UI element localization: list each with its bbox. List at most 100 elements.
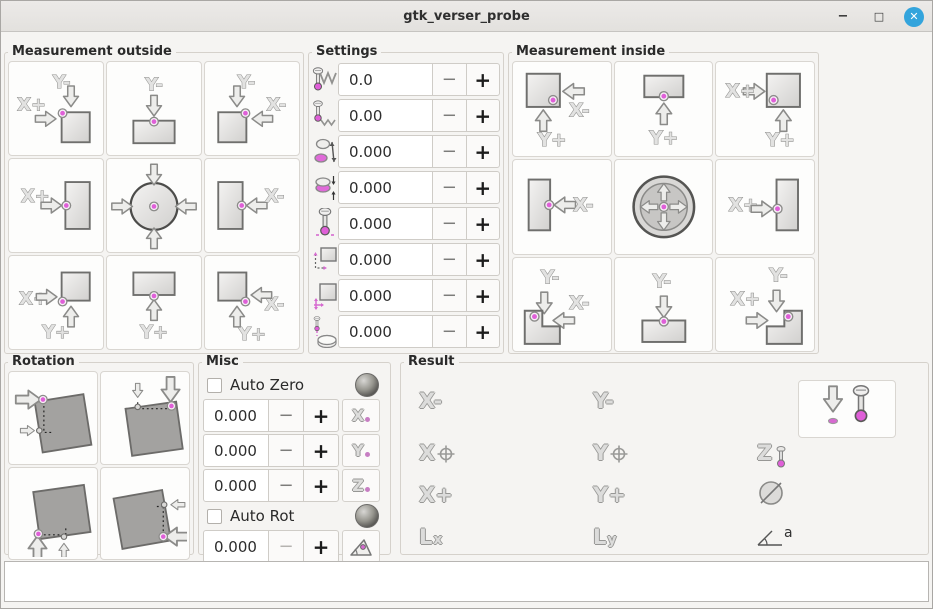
- inside-corner-xminus-yplus-button[interactable]: X- Y+: [512, 61, 612, 157]
- search-feed-minus-button[interactable]: −: [432, 63, 467, 96]
- inside-edge-xplus-button[interactable]: X+: [715, 158, 815, 255]
- outside-edge-yplus-button[interactable]: Y+: [106, 255, 202, 350]
- zero-x-minus-button[interactable]: −: [268, 399, 304, 432]
- zero-x-plus-button[interactable]: +: [303, 399, 339, 432]
- inside-edge-yplus-button[interactable]: Y+: [613, 61, 714, 157]
- settings-row-edge-length: − +: [312, 279, 500, 312]
- misc-frame: Misc Auto Zero − + X − + Y: [198, 354, 391, 563]
- result-frame: Result X- Y- X Y Z X+ Y+: [400, 354, 929, 555]
- outside-edge-xminus-button[interactable]: X-: [204, 158, 300, 253]
- probe-travel-icon: [314, 138, 337, 163]
- zero-y-plus-button[interactable]: +: [303, 434, 339, 467]
- rotation-bottom-edge-icon: [27, 483, 92, 558]
- outside-edge-yminus-button[interactable]: Y-: [106, 61, 202, 156]
- outside-corner-xminus-yminus-button[interactable]: Y- X-: [204, 61, 300, 156]
- search-feed-entry[interactable]: [338, 63, 433, 96]
- minimize-button[interactable]: −: [837, 9, 849, 24]
- rotation-left-edge-button[interactable]: [8, 371, 98, 465]
- probe-diameter-entry[interactable]: [338, 207, 433, 240]
- search-feed-plus-button[interactable]: +: [465, 63, 500, 96]
- diameter-icon: [759, 481, 783, 505]
- measurement-inside-grid: X- Y+ Y+ X+ Y+: [512, 61, 815, 353]
- xy-clearance-icon: [313, 246, 337, 270]
- svg-text:Y+: Y+: [537, 130, 567, 151]
- svg-text:Y+: Y+: [41, 322, 70, 343]
- xy-clearance-minus-button[interactable]: −: [432, 243, 467, 276]
- result-xcenter-label: X: [419, 441, 455, 465]
- probe-outside-bottom-edge-icon: Y+: [132, 271, 176, 344]
- outside-corner-xplus-yplus-button[interactable]: X+ Y+: [8, 255, 104, 350]
- probe-z-down-button[interactable]: [798, 380, 896, 438]
- probe-travel-minus-button[interactable]: −: [432, 135, 467, 168]
- probe-inside-left-edge-icon: X-: [527, 178, 594, 232]
- probe-feed-minus-button[interactable]: −: [432, 99, 467, 132]
- zero-y-entry[interactable]: [203, 434, 269, 467]
- titlebar[interactable]: gtk_verser_probe − □ ✕: [1, 1, 932, 32]
- rotation-top-edge-button[interactable]: [100, 371, 190, 465]
- zero-z-plus-button[interactable]: +: [303, 469, 339, 502]
- edge-length-plus-button[interactable]: +: [465, 279, 500, 312]
- result-title: Result: [404, 354, 459, 369]
- zero-z-minus-button[interactable]: −: [268, 469, 304, 502]
- edge-length-entry[interactable]: [338, 279, 433, 312]
- rotation-bottom-edge-button[interactable]: [8, 466, 98, 561]
- probe-travel-entry[interactable]: [338, 135, 433, 168]
- settings-rows: − + − + − +: [312, 63, 500, 350]
- zero-z-entry[interactable]: [203, 469, 269, 502]
- probe-feed-plus-button[interactable]: +: [465, 99, 500, 132]
- svg-text:Y-: Y-: [540, 267, 559, 288]
- maximize-button[interactable]: □: [873, 10, 885, 23]
- settings-row-z-clearance: − +: [312, 315, 500, 348]
- probe-outside-boss-center-icon: [111, 163, 197, 250]
- probe-feed-icon: [313, 99, 336, 126]
- set-zero-y-button[interactable]: Y: [342, 434, 380, 467]
- inside-corner-xplus-yminus-button[interactable]: Y- X+: [715, 256, 815, 353]
- outside-edge-xplus-button[interactable]: X+: [8, 158, 104, 253]
- set-zero-z-button[interactable]: Z: [342, 469, 380, 502]
- rotation-frame: Rotation: [4, 354, 194, 561]
- z-zero-glyph: Z: [352, 476, 364, 495]
- probe-feed-entry[interactable]: [338, 99, 433, 132]
- rotation-right-edge-button[interactable]: [100, 466, 190, 561]
- result-yminus-label: Y-: [593, 389, 614, 413]
- rotation-angle-plus-button[interactable]: +: [303, 530, 339, 563]
- xy-clearance-plus-button[interactable]: +: [465, 243, 500, 276]
- result-z-label: Z: [757, 441, 788, 469]
- inside-edge-xminus-button[interactable]: X-: [512, 158, 612, 255]
- probe-inside-bottom-edge-icon: Y-: [641, 270, 686, 343]
- z-clearance-minus-button[interactable]: −: [432, 315, 467, 348]
- edge-length-minus-button[interactable]: −: [432, 279, 467, 312]
- probe-diameter-minus-button[interactable]: −: [432, 207, 467, 240]
- latch-return-plus-button[interactable]: +: [465, 171, 500, 204]
- probe-inside-corner-tr-icon: X+ Y+: [725, 72, 802, 151]
- auto-rot-checkbox[interactable]: [207, 508, 222, 524]
- xy-clearance-entry[interactable]: [338, 243, 433, 276]
- z-clearance-entry[interactable]: [338, 315, 433, 348]
- zero-y-minus-button[interactable]: −: [268, 434, 304, 467]
- probe-diameter-plus-button[interactable]: +: [465, 207, 500, 240]
- settings-row-probe-diameter: − +: [312, 207, 500, 240]
- set-zero-x-button[interactable]: X: [342, 399, 380, 432]
- inside-hole-center-button[interactable]: [613, 158, 714, 255]
- inside-corner-xplus-yplus-button[interactable]: X+ Y+: [715, 61, 815, 157]
- angle-icon: [757, 530, 782, 546]
- outside-corner-xminus-yplus-button[interactable]: X- Y+: [204, 255, 300, 350]
- latch-return-minus-button[interactable]: −: [432, 171, 467, 204]
- latch-return-entry[interactable]: [338, 171, 433, 204]
- zero-x-entry[interactable]: [203, 399, 269, 432]
- inside-edge-yminus-button[interactable]: Y-: [613, 256, 714, 353]
- inside-corner-xminus-yminus-button[interactable]: Y- X-: [512, 256, 612, 353]
- probe-outside-corner-tr-icon: Y- X-: [217, 71, 287, 144]
- rotation-angle-minus-button[interactable]: −: [268, 530, 304, 563]
- rotation-title: Rotation: [8, 354, 79, 369]
- svg-text:Y+: Y+: [648, 128, 678, 149]
- outside-center-boss-button[interactable]: [106, 158, 202, 253]
- rotation-angle-entry[interactable]: [203, 530, 269, 563]
- probe-travel-plus-button[interactable]: +: [465, 135, 500, 168]
- set-rotation-button[interactable]: [342, 530, 380, 563]
- auto-zero-checkbox[interactable]: [207, 377, 222, 393]
- z-clearance-plus-button[interactable]: +: [465, 315, 500, 348]
- window-controls: − □ ✕: [832, 1, 924, 32]
- outside-corner-xplus-yminus-button[interactable]: Y- X+: [8, 61, 104, 156]
- close-button[interactable]: ✕: [904, 6, 924, 27]
